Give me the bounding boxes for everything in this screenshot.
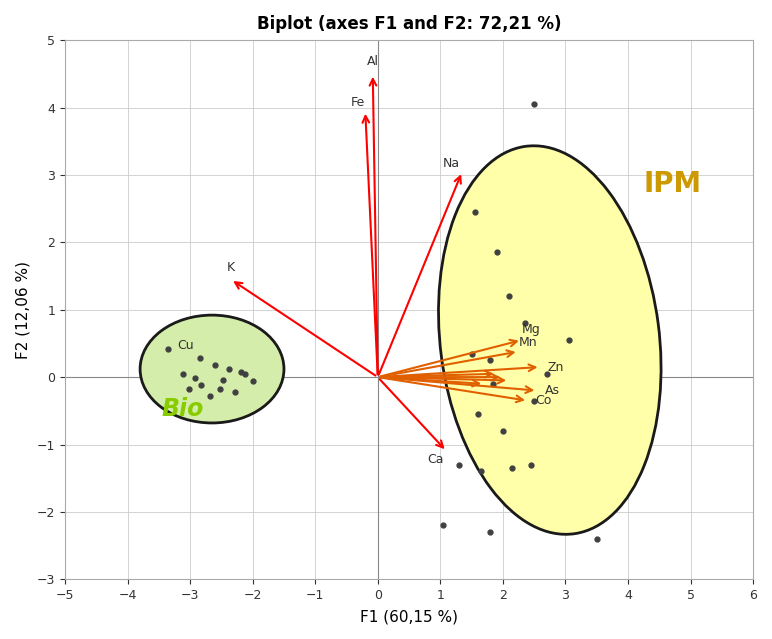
Text: Ca: Ca bbox=[427, 453, 444, 466]
Text: Zn: Zn bbox=[548, 360, 564, 374]
Text: Mn: Mn bbox=[519, 336, 537, 350]
Text: Al: Al bbox=[367, 55, 379, 68]
Text: Na: Na bbox=[442, 157, 459, 170]
Text: Fe: Fe bbox=[350, 96, 365, 109]
Title: Biplot (axes F1 and F2: 72,21 %): Biplot (axes F1 and F2: 72,21 %) bbox=[257, 15, 561, 33]
Text: K: K bbox=[227, 261, 235, 273]
Ellipse shape bbox=[438, 146, 661, 534]
Text: Mg: Mg bbox=[522, 323, 540, 337]
X-axis label: F1 (60,15 %): F1 (60,15 %) bbox=[360, 609, 458, 624]
Text: Cu: Cu bbox=[178, 339, 195, 352]
Text: Co: Co bbox=[536, 394, 552, 407]
Text: Bio: Bio bbox=[162, 397, 205, 421]
Y-axis label: F2 (12,06 %): F2 (12,06 %) bbox=[15, 261, 30, 358]
Text: IPM: IPM bbox=[644, 170, 702, 197]
Ellipse shape bbox=[140, 315, 284, 423]
Text: As: As bbox=[545, 384, 560, 397]
